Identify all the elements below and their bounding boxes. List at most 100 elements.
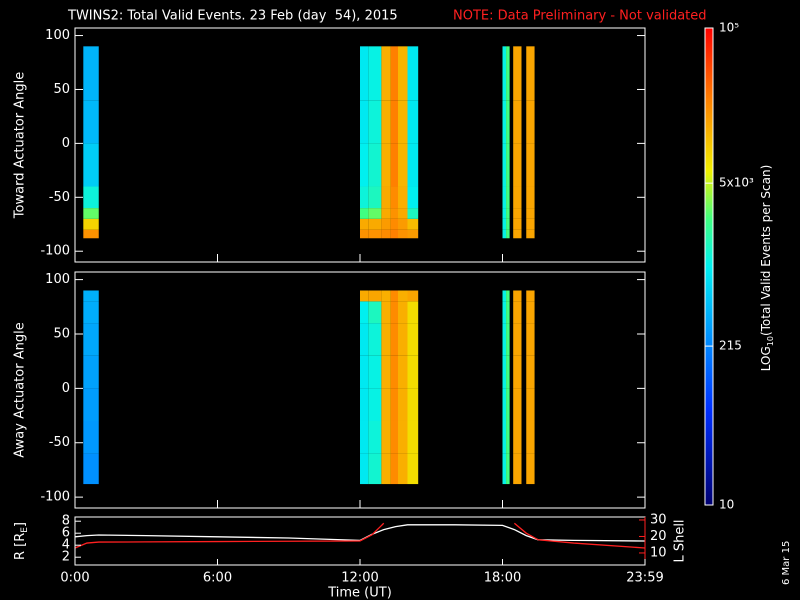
- heat-cell: [390, 453, 398, 485]
- heat-cell: [381, 208, 391, 219]
- heat-cell: [381, 143, 391, 187]
- data-line: [75, 522, 645, 549]
- heat-cell: [506, 290, 510, 302]
- heat-cell: [390, 208, 398, 219]
- heat-cell: [368, 186, 382, 209]
- heat-cell: [502, 143, 507, 187]
- y2-tick-label: 20: [650, 529, 667, 544]
- heat-cell: [502, 388, 507, 421]
- heat-cell: [398, 388, 408, 421]
- heat-cell: [506, 355, 510, 389]
- heat-cell: [506, 323, 510, 356]
- heat-cell: [506, 143, 510, 187]
- heat-cell: [381, 301, 391, 324]
- x-tick-label: 0:00: [60, 571, 89, 586]
- heat-cell: [407, 46, 419, 101]
- heat-cell: [83, 100, 99, 144]
- heat-cell: [506, 208, 510, 219]
- heat-cell: [502, 290, 507, 302]
- y-axis-label: R [RE]: [13, 522, 30, 560]
- heat-cell: [83, 453, 99, 485]
- heat-cell: [526, 323, 535, 356]
- heat-cell: [390, 323, 398, 356]
- heat-cell: [390, 301, 398, 324]
- heat-cell: [506, 218, 510, 230]
- heat-cell: [407, 186, 419, 209]
- heat-cell: [83, 46, 99, 101]
- heat-cell: [513, 143, 522, 187]
- heat-cell: [526, 143, 535, 187]
- heat-cell: [360, 388, 369, 421]
- x-tick-label: 18:00: [484, 571, 521, 586]
- colorbar-tick-label: 5x10³: [719, 176, 754, 190]
- heat-cell: [381, 388, 391, 421]
- heat-cell: [526, 46, 535, 101]
- heat-cell: [526, 218, 535, 230]
- heat-cell: [407, 323, 419, 356]
- heat-cell: [398, 186, 408, 209]
- colorbar-tick-label: 10: [719, 498, 734, 512]
- y-axis-label-part: ]: [13, 522, 28, 527]
- heat-cell: [368, 290, 382, 302]
- colorbar-tick-label: 215: [719, 339, 742, 353]
- heat-cell: [83, 290, 99, 302]
- y-tick-label: -100: [40, 244, 70, 259]
- heat-cell: [368, 229, 382, 239]
- heat-cell: [506, 46, 510, 101]
- heat-cell: [390, 229, 398, 239]
- heat-cell: [360, 208, 369, 219]
- heat-cell: [83, 229, 99, 239]
- heat-cell: [360, 301, 369, 324]
- heat-cell: [83, 186, 99, 209]
- heat-cell: [381, 186, 391, 209]
- y-tick-label: 6: [62, 526, 70, 541]
- chart-title: TWINS2: Total Valid Events. 23 Feb (day …: [67, 9, 398, 24]
- y-tick-label: 50: [53, 326, 70, 341]
- heat-cell: [506, 453, 510, 485]
- heat-cell: [398, 453, 408, 485]
- heat-cell: [398, 100, 408, 144]
- y-axis-label-part: R [R: [13, 533, 28, 560]
- heat-cell: [360, 453, 369, 485]
- heat-cell: [398, 290, 408, 302]
- heat-cell: [398, 420, 408, 454]
- y-axis-label-part: E: [20, 527, 30, 533]
- x-tick-label: 6:00: [203, 571, 232, 586]
- heat-cell: [407, 100, 419, 144]
- heat-cell: [506, 301, 510, 324]
- heat-cell: [360, 218, 369, 230]
- data-line: [75, 524, 645, 542]
- heat-cell: [407, 208, 419, 219]
- heat-cell: [513, 420, 522, 454]
- heat-cell: [526, 388, 535, 421]
- heat-cell: [526, 420, 535, 454]
- heat-cell: [407, 420, 419, 454]
- heat-cell: [407, 301, 419, 324]
- y-tick-label: -50: [49, 435, 70, 450]
- heat-cell: [502, 301, 507, 324]
- heat-cell: [506, 100, 510, 144]
- heat-cell: [506, 420, 510, 454]
- heat-cell: [502, 355, 507, 389]
- heat-cell: [513, 229, 522, 239]
- heat-cell: [368, 218, 382, 230]
- y2-axis-label: L Shell: [673, 519, 688, 562]
- heat-cell: [390, 388, 398, 421]
- heat-cell: [390, 290, 398, 302]
- heat-cell: [407, 453, 419, 485]
- x-tick-label: 23:59: [626, 571, 663, 586]
- heat-cell: [368, 323, 382, 356]
- heat-cell: [360, 355, 369, 389]
- heat-cell: [360, 143, 369, 187]
- heat-cell: [360, 100, 369, 144]
- heat-cell: [513, 100, 522, 144]
- y2-tick-label: 10: [650, 545, 667, 560]
- x-axis-label: Time (UT): [327, 586, 392, 600]
- heat-cell: [407, 355, 419, 389]
- heat-cell: [513, 323, 522, 356]
- heat-cell: [513, 301, 522, 324]
- heat-cell: [368, 100, 382, 144]
- heat-cell: [407, 388, 419, 421]
- heat-cell: [368, 143, 382, 187]
